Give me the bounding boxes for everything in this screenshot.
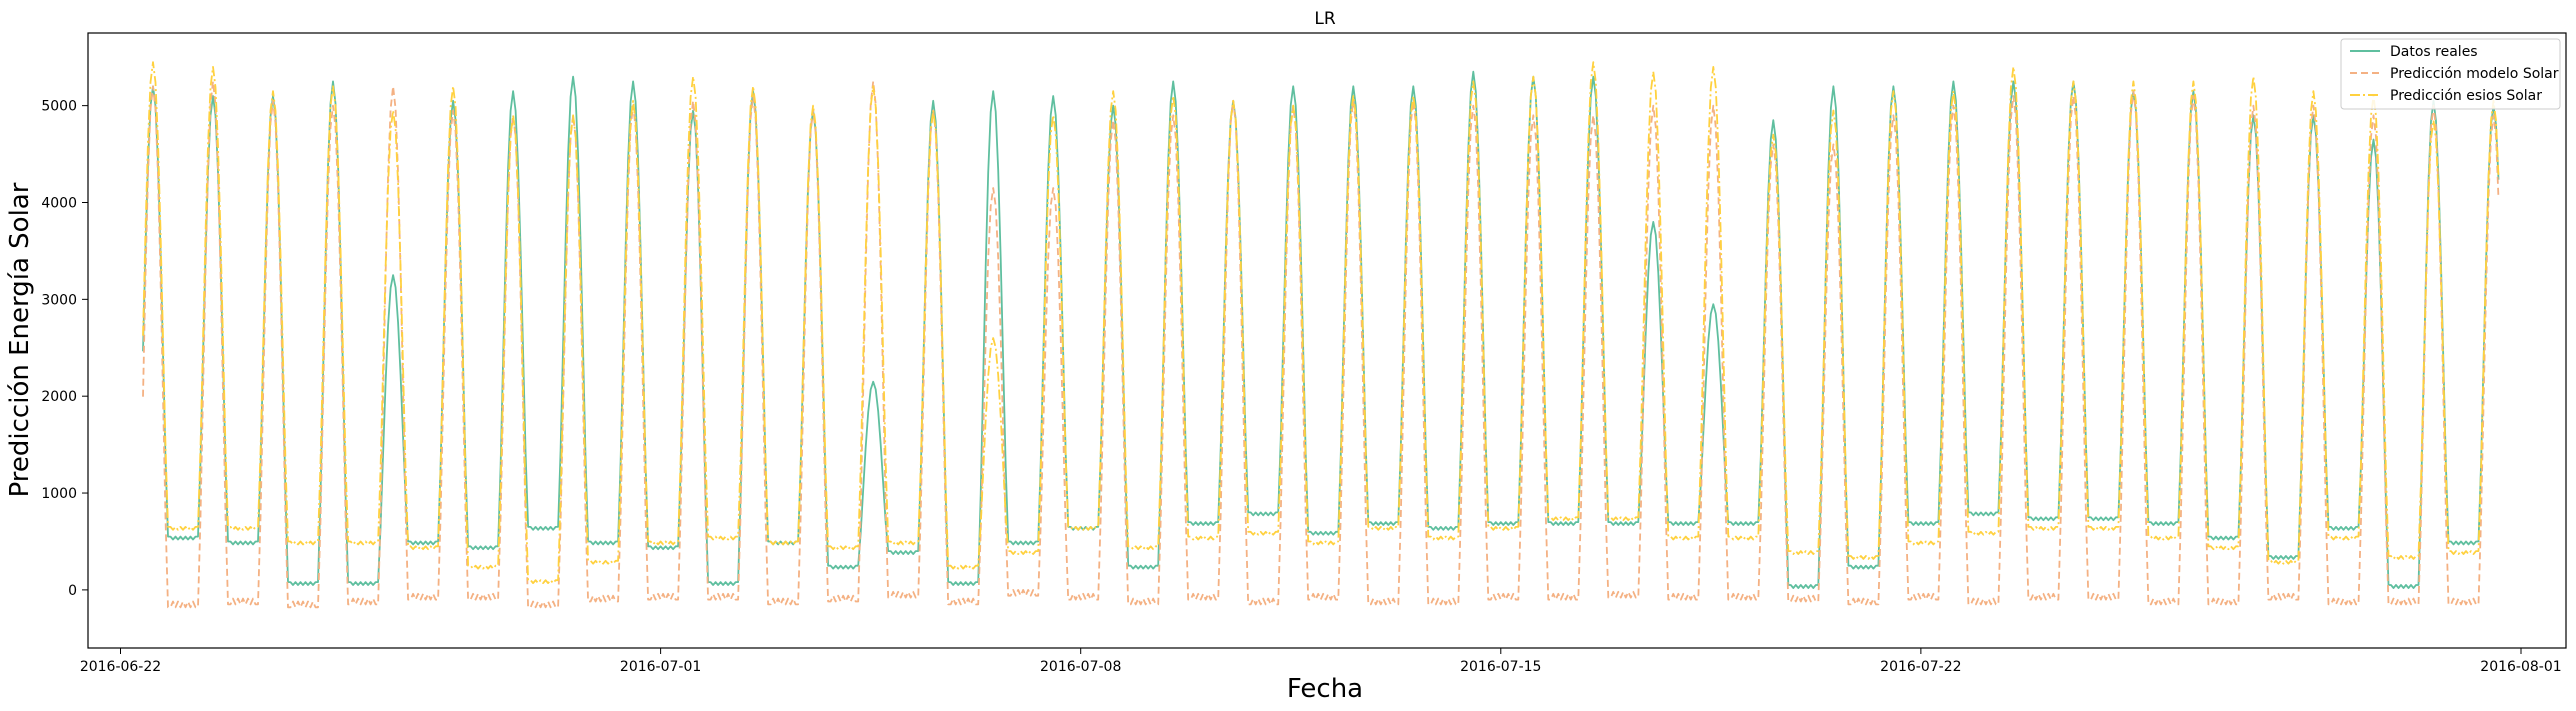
x-axis-label: Fecha <box>1287 674 1363 704</box>
x-tick-label: 2016-06-22 <box>80 659 161 675</box>
legend-label-prediccion-modelo: Predicción modelo Solar <box>2390 66 2559 82</box>
series-line-0 <box>142 70 2500 589</box>
x-tick-label: 2016-07-22 <box>1880 659 1961 675</box>
y-tick-label: 1000 <box>41 486 77 502</box>
series-line-1 <box>142 80 2500 609</box>
x-tick-label: 2016-08-01 <box>2480 659 2561 675</box>
legend: Datos reales Predicción modelo Solar Pre… <box>2340 38 2561 110</box>
legend-label-datos-reales: Datos reales <box>2390 44 2478 60</box>
chart-title: LR <box>1314 9 1335 29</box>
x-tick-label: 2016-07-08 <box>1040 659 1121 675</box>
x-axis-ticks: 2016-06-22 2016-07-01 2016-07-08 2016-07-15… <box>80 648 2562 675</box>
legend-box <box>2340 38 2561 110</box>
series-line-2 <box>142 61 2500 584</box>
plot-frame <box>87 32 2567 649</box>
y-tick-label: 4000 <box>41 195 77 211</box>
y-axis-label: Predicción Energía Solar <box>5 182 35 497</box>
x-tick-label: 2016-07-01 <box>620 659 701 675</box>
y-tick-label: 3000 <box>41 292 77 308</box>
legend-label-prediccion-esios: Predicción esios Solar <box>2390 88 2542 104</box>
x-tick-label: 2016-07-15 <box>1460 659 1541 675</box>
series-lines <box>142 61 2500 609</box>
y-tick-label: 0 <box>68 583 77 599</box>
y-tick-label: 5000 <box>41 99 77 115</box>
y-tick-label: 2000 <box>41 389 77 405</box>
y-axis-ticks: 0 1000 2000 3000 4000 5000 <box>41 99 88 599</box>
